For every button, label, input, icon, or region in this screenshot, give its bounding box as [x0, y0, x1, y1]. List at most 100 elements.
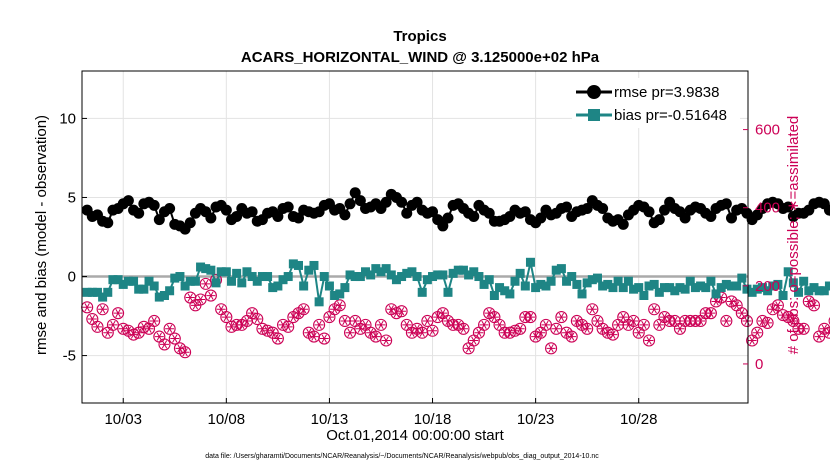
bias-point	[201, 264, 211, 274]
y-left-tick-label: 5	[68, 189, 76, 206]
bias-point	[629, 284, 639, 294]
bias-point	[366, 270, 376, 280]
bias-point	[690, 283, 700, 293]
obs-assimilated-marker	[206, 291, 216, 300]
obs-assimilated-marker	[747, 336, 757, 345]
x-axis-label: Oct.01,2014 00:00:00 start	[326, 427, 504, 444]
bias-point	[541, 281, 551, 291]
obs-point	[380, 334, 393, 347]
obs-assimilated-marker	[180, 348, 190, 357]
obs-assimilated-marker	[458, 324, 468, 333]
obs-assimilated-marker	[732, 301, 742, 310]
bias-point	[634, 283, 644, 293]
bias-point	[773, 279, 783, 289]
bias-point	[87, 287, 97, 297]
bias-point	[732, 281, 742, 291]
bias-point	[474, 272, 484, 282]
bias-point	[129, 276, 139, 286]
rmse-point	[102, 217, 114, 229]
obs-point	[374, 318, 388, 331]
obs-assimilated-marker	[525, 312, 535, 322]
rmse-point	[643, 206, 655, 218]
obs-point	[220, 311, 233, 324]
bias-point	[469, 267, 479, 277]
bias-point	[680, 284, 690, 294]
bias-point	[196, 262, 206, 272]
y-right-tick-label: 200	[755, 278, 780, 295]
obs-possible-marker	[797, 322, 810, 335]
bias-point	[211, 278, 221, 288]
obs-assimilated-marker	[252, 314, 262, 324]
bias-point	[613, 276, 623, 286]
obs-assimilated-marker	[361, 320, 371, 330]
obs-assimilated-marker	[809, 301, 819, 310]
bias-point	[458, 265, 468, 275]
obs-point	[400, 318, 413, 331]
obs-possible-marker	[390, 307, 403, 320]
bias-point	[510, 276, 520, 286]
obs-possible-marker	[720, 314, 733, 328]
y-left-axis-label: rmse and bias (model - observation)	[33, 115, 50, 355]
obs-point	[251, 312, 264, 326]
bias-point	[139, 284, 149, 294]
bias-point	[206, 265, 216, 275]
bias-point	[567, 272, 577, 282]
obs-assimilated-marker	[216, 305, 226, 314]
obs-point	[271, 332, 284, 345]
rmse-point	[396, 196, 408, 208]
rmse-point	[349, 187, 361, 199]
bias-point	[350, 272, 360, 282]
obs-assimilated-marker	[345, 328, 355, 337]
obs-assimilated-marker	[618, 312, 628, 322]
obs-possible-marker	[127, 328, 140, 341]
bias-point	[386, 270, 396, 280]
obs-assimilated-marker	[87, 314, 97, 324]
bias-point	[361, 267, 371, 277]
bias-point	[572, 279, 582, 289]
bias-point	[716, 283, 726, 293]
obs-point	[395, 305, 408, 318]
obs-point	[648, 303, 661, 316]
obs-assimilated-marker	[654, 320, 664, 330]
bias-point	[299, 281, 309, 291]
obs-point	[179, 346, 192, 359]
bias-point	[639, 290, 649, 300]
y-left-tick-label: 0	[68, 269, 76, 286]
obs-assimilated-marker	[773, 301, 783, 310]
obs-point	[642, 334, 656, 347]
obs-point	[282, 320, 295, 333]
obs-assimilated-marker	[381, 336, 391, 345]
bias-point	[448, 268, 458, 278]
obs-possible-marker	[158, 338, 171, 351]
obs-possible-marker	[199, 277, 212, 290]
bias-point	[711, 289, 721, 299]
obs-possible-marker	[91, 320, 104, 333]
obs-assimilated-marker	[582, 324, 592, 333]
rmse-point	[581, 203, 593, 215]
bias-point	[417, 287, 427, 297]
obs-possible-marker	[261, 324, 274, 337]
rmse-point	[535, 212, 547, 224]
obs-point	[338, 314, 351, 328]
bias-point	[221, 267, 231, 277]
bias-point	[319, 272, 329, 282]
bias-point	[355, 272, 365, 282]
rmse-point	[401, 207, 413, 219]
obs-point	[106, 318, 119, 331]
obs-point	[591, 314, 604, 328]
obs-assimilated-marker	[371, 332, 381, 341]
obs-point	[163, 322, 176, 335]
legend: rmse pr=3.9838 bias pr=-0.51648	[572, 78, 740, 128]
bias-point	[108, 275, 118, 285]
bias-point	[592, 273, 602, 283]
obs-point	[426, 324, 439, 337]
obs-point	[457, 322, 470, 335]
bias-point	[433, 270, 443, 280]
obs-assimilated-marker	[479, 320, 489, 330]
obs-assimilated-marker	[428, 326, 438, 335]
bias-point	[304, 265, 314, 275]
x-tick-label: 10/23	[517, 411, 555, 428]
obs-assimilated-marker	[92, 322, 102, 331]
obs-possible-marker	[96, 303, 109, 316]
bias-point	[397, 272, 407, 282]
